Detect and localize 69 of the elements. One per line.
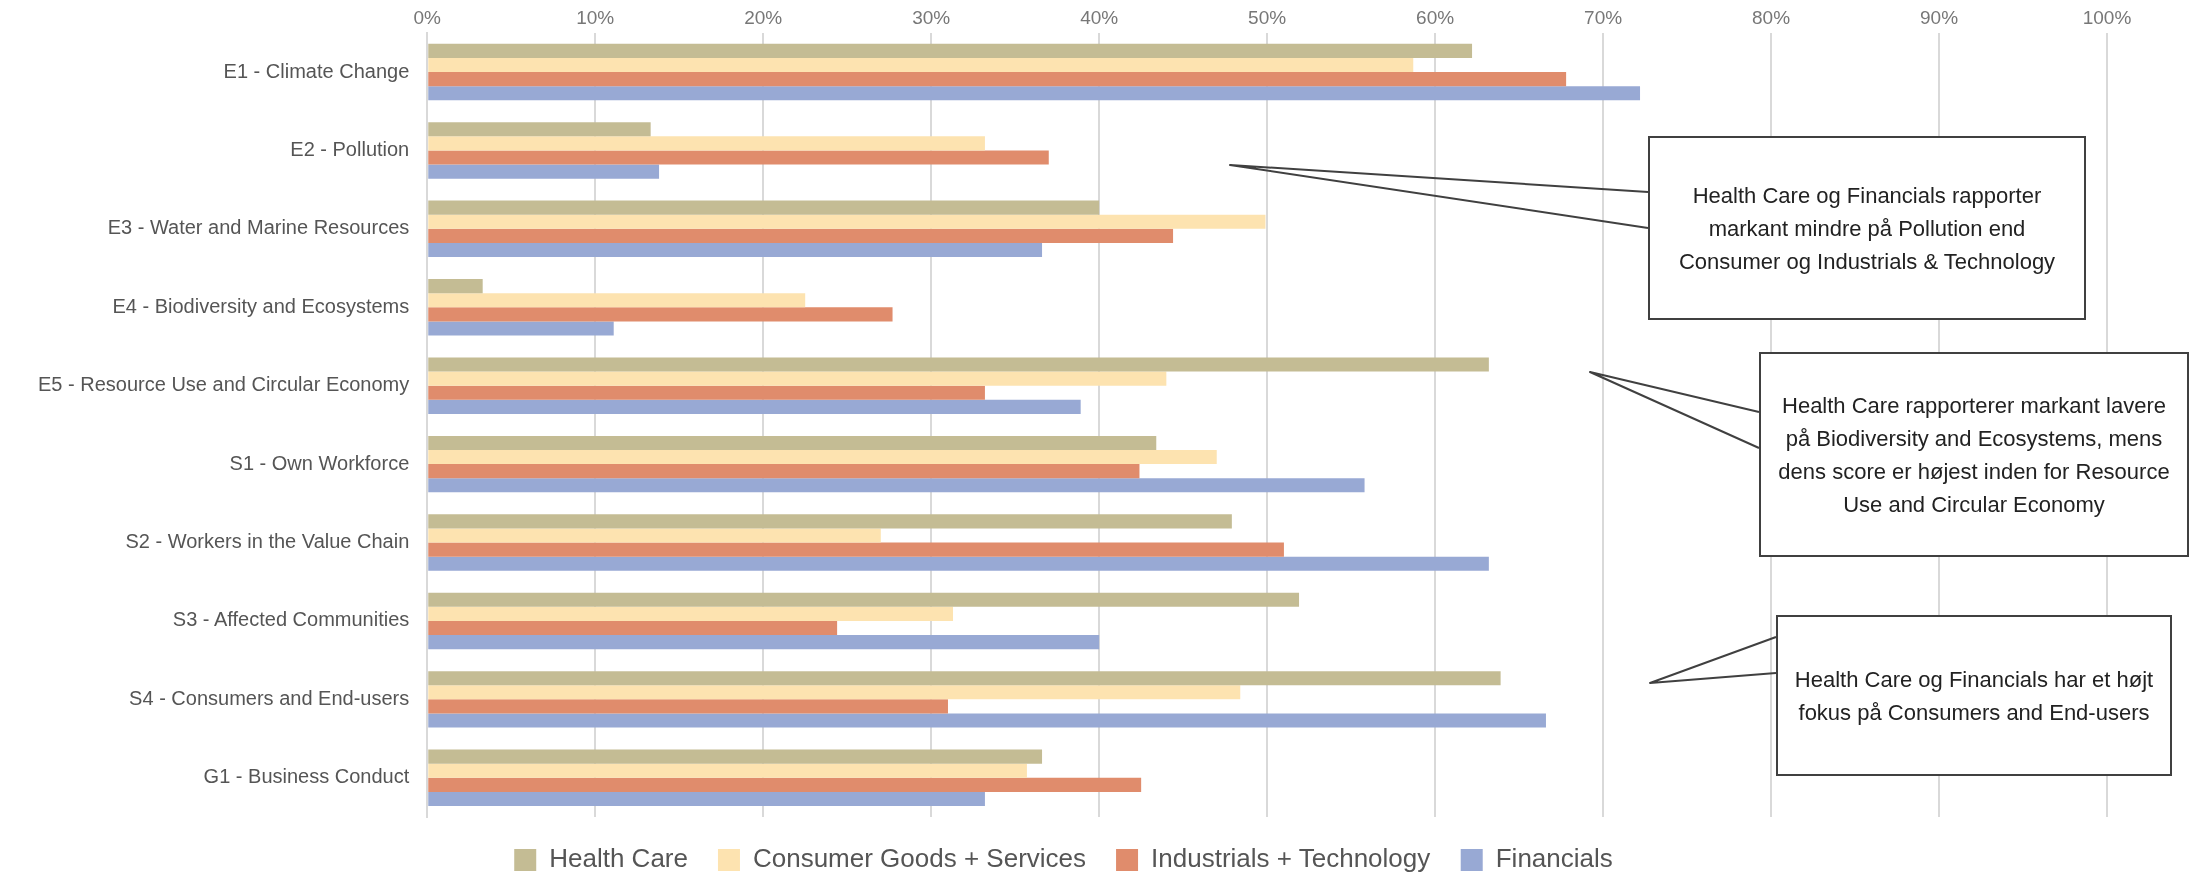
- y-tick-label: E1 - Climate Change: [223, 59, 410, 82]
- x-tick-label: 0%: [413, 6, 442, 28]
- bar: [428, 635, 1100, 650]
- y-tick-label: S2 - Workers in the Value Chain: [125, 530, 410, 553]
- bar: [428, 200, 1100, 215]
- bar: [428, 763, 1027, 778]
- bar: [428, 777, 1142, 792]
- bar: [428, 242, 1043, 258]
- x-tick-label: 20%: [744, 6, 783, 28]
- y-tick-label: S4 - Consumers and End-users: [129, 686, 410, 709]
- y-tick-label: S3 - Affected Communities: [172, 608, 410, 631]
- bar: [428, 514, 1232, 529]
- bar: [428, 357, 1489, 372]
- bar: [428, 321, 614, 336]
- x-tick-label: 10%: [576, 6, 615, 28]
- bar: [428, 279, 483, 294]
- bar: [428, 435, 1157, 450]
- bar: [428, 136, 985, 151]
- bar: [428, 791, 985, 807]
- bar: [428, 43, 1473, 58]
- legend-label: Health Care: [549, 843, 688, 874]
- x-tick-label: 40%: [1080, 6, 1119, 28]
- legend-label: Consumer Goods + Services: [752, 843, 1087, 874]
- bar: [428, 371, 1167, 386]
- bar: [428, 449, 1217, 465]
- bar: [428, 749, 1043, 764]
- bar: [428, 542, 1284, 557]
- bar: [428, 464, 1140, 479]
- bar: [428, 556, 1489, 571]
- y-tick-label: E3 - Water and Marine Resources: [107, 216, 410, 239]
- annotation: Health Care rapporterer markant lavere på Biodiversity and Ecosystems, mens dens score er højest inden for Resource Use and Circular Economy: [1777, 391, 2171, 519]
- bar: [428, 713, 1546, 728]
- annotation: Health Care og Financials rapporter markant mindre på Pollution end Consumer og Industrials & Technology: [1677, 181, 2057, 276]
- bar: [428, 592, 1300, 607]
- y-tick-label: E4 - Biodiversity and Ecosystems: [112, 294, 410, 317]
- x-tick-label: 70%: [1584, 6, 1623, 28]
- bar: [428, 72, 1567, 87]
- x-tick-label: 90%: [1920, 6, 1959, 28]
- bar: [428, 122, 651, 137]
- bar: [428, 214, 1266, 229]
- bar: [428, 685, 1241, 700]
- y-tick-label: E2 - Pollution: [290, 137, 410, 160]
- x-tick-label: 100%: [2082, 6, 2132, 28]
- y-tick-label: G1 - Business Conduct: [203, 765, 410, 788]
- bar: [428, 307, 893, 322]
- bar: [428, 699, 948, 714]
- bar: [428, 620, 838, 636]
- bar: [428, 86, 1641, 101]
- bar: [428, 293, 806, 308]
- legend-label: Financials: [1495, 843, 1613, 874]
- bar: [428, 385, 985, 400]
- bar: [428, 399, 1081, 414]
- bar: [428, 671, 1501, 686]
- y-tick-label: S1 - Own Workforce: [229, 451, 410, 474]
- callout-box: Health Care og Financials rapporter markant mindre på Pollution end Consumer og Industrials & Technology: [1228, 134, 2088, 322]
- bar: [428, 528, 881, 543]
- bar: [428, 478, 1365, 493]
- annotation: Health Care og Financials har et højt fokus på Consumers and End-users: [1794, 665, 2154, 727]
- bar: [428, 228, 1174, 243]
- bar: [428, 150, 1049, 165]
- y-tick-label: E5 - Resource Use and Circular Economy: [37, 373, 410, 396]
- legend-label: Industrials + Technology: [1151, 843, 1431, 874]
- x-tick-label: 80%: [1752, 6, 1791, 28]
- bar: [428, 164, 660, 179]
- x-tick-label: 60%: [1416, 6, 1455, 28]
- x-tick-label: 30%: [912, 6, 951, 28]
- bar: [428, 57, 1414, 73]
- x-tick-label: 50%: [1248, 6, 1287, 28]
- bar: [428, 606, 954, 621]
